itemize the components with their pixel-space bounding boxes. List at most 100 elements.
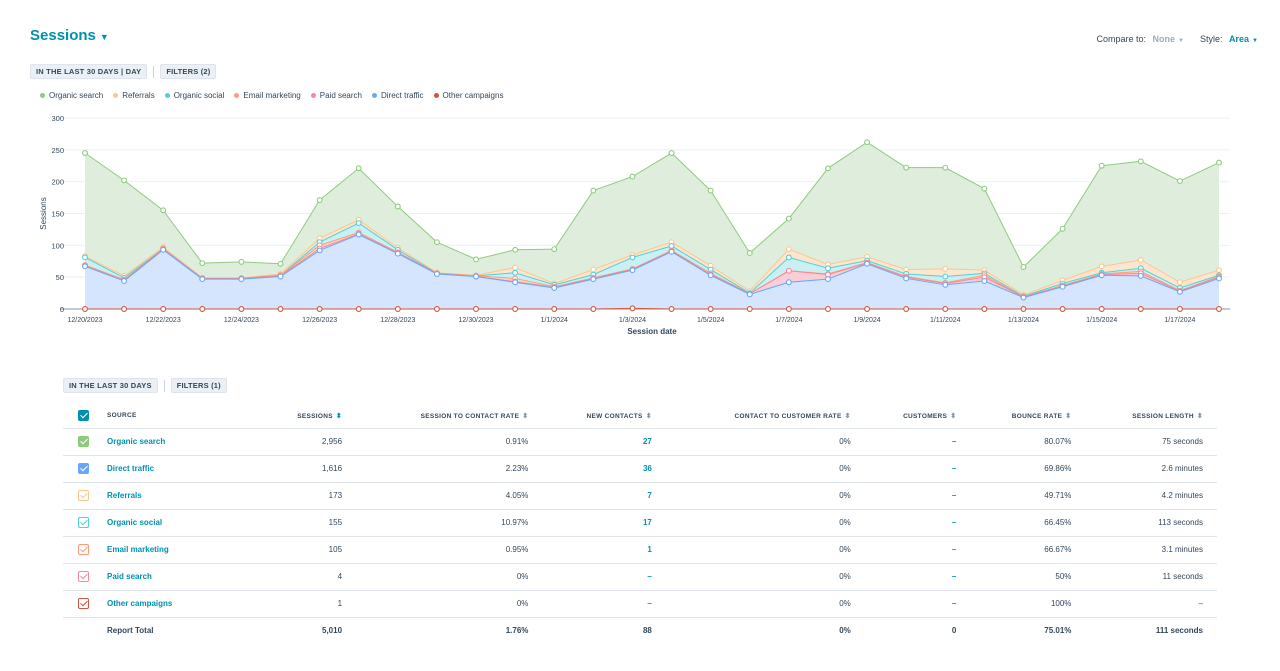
data-point-other-campaigns[interactable] (903, 306, 910, 312)
data-point-organic-social[interactable] (825, 265, 831, 272)
data-point-other-campaigns[interactable] (1020, 306, 1027, 312)
data-point-organic-search[interactable] (590, 187, 597, 194)
data-point-direct-traffic[interactable] (785, 279, 792, 286)
sort-icon[interactable]: ⬍ (522, 412, 529, 420)
data-point-organic-search[interactable] (394, 203, 401, 210)
data-point-organic-search[interactable] (512, 246, 519, 253)
data-point-organic-search[interactable] (981, 185, 988, 192)
data-point-referrals[interactable] (1137, 257, 1144, 263)
data-point-other-campaigns[interactable] (394, 306, 401, 312)
chevron-down-icon[interactable]: ▼ (1252, 38, 1258, 44)
legend-item[interactable]: Direct traffic (372, 91, 424, 100)
data-point-direct-traffic[interactable] (551, 285, 558, 291)
data-point-organic-search[interactable] (864, 139, 871, 146)
data-point-organic-search[interactable] (668, 150, 675, 156)
data-point-organic-search[interactable] (1098, 162, 1105, 169)
data-point-referrals[interactable] (1216, 267, 1222, 274)
data-point-other-campaigns[interactable] (512, 306, 519, 312)
data-point-organic-search[interactable] (473, 256, 479, 263)
legend-item[interactable]: Email marketing (234, 91, 301, 100)
source-link[interactable]: Organic social (103, 509, 263, 537)
sort-icon[interactable]: ⬍ (1065, 412, 1072, 420)
data-point-direct-traffic[interactable] (590, 276, 597, 283)
sort-icon[interactable]: ⬍ (645, 412, 652, 420)
sort-icon[interactable]: ⬍ (950, 412, 957, 420)
column-header-source[interactable]: SOURCE (103, 404, 263, 429)
data-point-organic-social[interactable] (82, 254, 88, 261)
column-header-sessions[interactable]: SESSIONS ⬍ (263, 404, 357, 429)
sort-desc-icon[interactable]: ⬍ (335, 412, 343, 420)
data-point-direct-traffic[interactable] (629, 267, 636, 274)
data-point-direct-traffic[interactable] (746, 291, 753, 298)
data-point-other-campaigns[interactable] (1059, 306, 1066, 312)
data-point-organic-search[interactable] (121, 177, 128, 184)
data-point-other-campaigns[interactable] (551, 306, 558, 312)
data-point-referrals[interactable] (512, 264, 519, 271)
new-contacts-cell[interactable]: 1 (542, 536, 666, 564)
data-point-other-campaigns[interactable] (1098, 306, 1105, 312)
column-header-session-length[interactable]: SESSION LENGTH ⬍ (1085, 404, 1217, 429)
sort-icon[interactable]: ⬍ (1196, 412, 1203, 420)
data-point-direct-traffic[interactable] (668, 248, 675, 255)
data-point-organic-social[interactable] (355, 220, 362, 227)
source-link[interactable]: Paid search (103, 563, 263, 591)
data-point-other-campaigns[interactable] (1176, 306, 1183, 312)
data-point-paid-search[interactable] (785, 267, 792, 274)
data-point-direct-traffic[interactable] (199, 276, 206, 283)
row-checkbox[interactable] (77, 544, 89, 555)
data-point-direct-traffic[interactable] (473, 273, 479, 280)
data-point-other-campaigns[interactable] (981, 306, 988, 312)
filters-pill[interactable]: FILTERS (2) (160, 64, 217, 79)
data-point-other-campaigns[interactable] (942, 306, 949, 312)
data-point-organic-search[interactable] (1176, 178, 1183, 184)
source-link[interactable]: Direct traffic (103, 455, 263, 483)
style-value[interactable]: Area (1229, 34, 1250, 44)
data-point-other-campaigns[interactable] (160, 306, 167, 312)
column-header-bounce-rate[interactable]: BOUNCE RATE ⬍ (970, 404, 1086, 429)
data-point-organic-search[interactable] (551, 246, 558, 253)
data-point-direct-traffic[interactable] (355, 231, 362, 238)
data-point-organic-search[interactable] (199, 260, 206, 267)
data-point-other-campaigns[interactable] (864, 306, 871, 312)
data-point-organic-social[interactable] (785, 254, 792, 261)
data-point-organic-social[interactable] (629, 254, 636, 261)
data-point-direct-traffic[interactable] (981, 278, 988, 284)
data-point-other-campaigns[interactable] (707, 306, 714, 312)
data-point-direct-traffic[interactable] (903, 275, 910, 282)
data-point-other-campaigns[interactable] (121, 306, 128, 312)
data-point-other-campaigns[interactable] (238, 306, 245, 312)
data-point-direct-traffic[interactable] (1216, 275, 1222, 282)
data-point-organic-search[interactable] (825, 165, 831, 172)
source-link[interactable]: Other campaigns (103, 590, 263, 618)
select-all-checkbox[interactable] (77, 410, 89, 422)
data-point-referrals[interactable] (1176, 279, 1183, 286)
data-point-other-campaigns[interactable] (433, 306, 440, 312)
data-point-organic-search[interactable] (277, 260, 284, 267)
chevron-down-icon[interactable]: ▼ (1178, 38, 1184, 44)
column-header-session-to-contact-rate[interactable]: SESSION TO CONTACT RATE ⬍ (356, 404, 543, 429)
data-point-other-campaigns[interactable] (277, 306, 284, 312)
data-point-direct-traffic[interactable] (1176, 288, 1183, 295)
compare-value[interactable]: None (1152, 34, 1176, 44)
row-checkbox[interactable] (77, 490, 89, 501)
legend-item[interactable]: Organic social (164, 91, 224, 100)
data-point-other-campaigns[interactable] (199, 306, 206, 312)
data-point-direct-traffic[interactable] (277, 273, 284, 280)
data-point-organic-search[interactable] (355, 165, 362, 172)
data-point-other-campaigns[interactable] (355, 306, 362, 312)
data-point-other-campaigns[interactable] (590, 306, 597, 312)
new-contacts-cell[interactable]: 7 (542, 482, 666, 510)
data-point-direct-traffic[interactable] (1020, 294, 1027, 301)
column-header-customers[interactable]: CUSTOMERS ⬍ (864, 404, 971, 429)
data-point-organic-search[interactable] (433, 239, 440, 246)
data-point-direct-traffic[interactable] (316, 247, 323, 254)
legend-item[interactable]: Referrals (113, 91, 155, 100)
data-point-referrals[interactable] (942, 265, 949, 272)
data-point-other-campaigns[interactable] (316, 306, 323, 312)
data-point-direct-traffic[interactable] (707, 272, 714, 279)
filters-pill[interactable]: FILTERS (1) (170, 378, 227, 393)
data-point-organic-search[interactable] (1137, 158, 1144, 165)
data-point-other-campaigns[interactable] (1137, 306, 1144, 312)
row-checkbox[interactable] (77, 517, 89, 528)
data-point-direct-traffic[interactable] (512, 279, 519, 286)
